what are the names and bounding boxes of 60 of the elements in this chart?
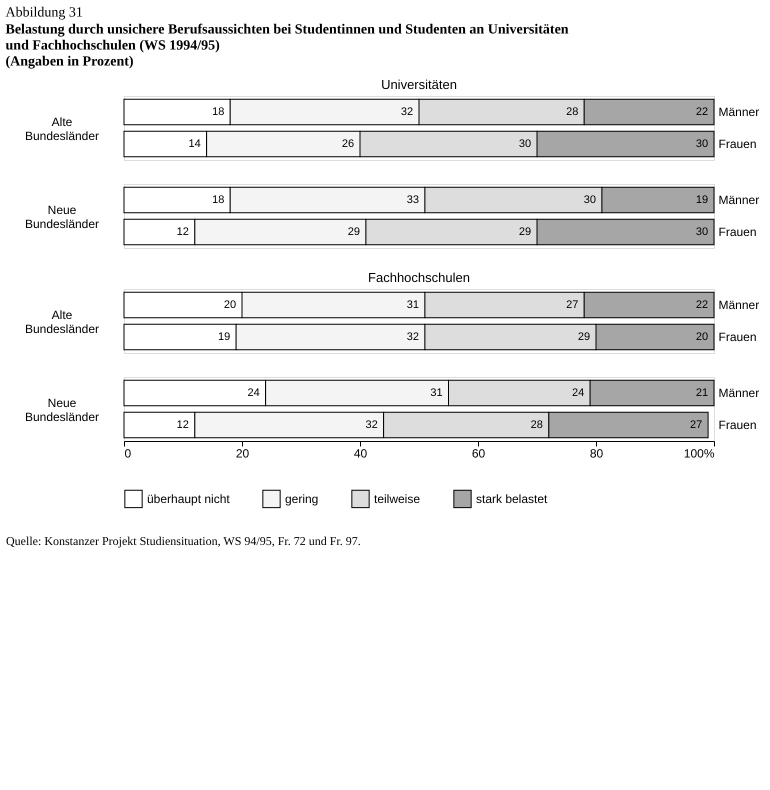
y-tick-label: Männer <box>718 105 760 119</box>
legend-label: gering <box>285 492 318 506</box>
data-label: 22 <box>696 299 708 311</box>
data-label: 29 <box>578 331 590 343</box>
chart-title: Fachhochschulen <box>368 270 470 285</box>
source-note: Quelle: Konstanzer Projekt Studiensituation, WS 94/95, Fr. 72 und Fr. 97. <box>6 534 361 548</box>
x-tick-label: 40 <box>354 446 368 460</box>
data-label: 31 <box>430 387 443 399</box>
data-label: 30 <box>696 138 708 150</box>
data-label: 27 <box>690 419 702 431</box>
y-tick-label: Männer <box>718 193 760 207</box>
data-label: 18 <box>212 106 224 118</box>
data-label: 12 <box>176 419 189 431</box>
data-label: 20 <box>696 331 708 343</box>
y-tick-label: Frauen <box>718 418 757 432</box>
data-label: 30 <box>584 194 596 206</box>
data-label: 29 <box>348 226 360 238</box>
y-axis-title: Neue Bundesländer <box>24 396 100 424</box>
data-label: 32 <box>400 106 414 118</box>
data-label: 28 <box>566 106 578 118</box>
x-tick-label: 60 <box>472 446 486 460</box>
data-label: 28 <box>530 419 543 431</box>
x-tick-label: 100% <box>684 446 715 460</box>
x-tick-label: 80 <box>590 446 604 460</box>
data-label: 26 <box>342 138 354 150</box>
data-label: 32 <box>365 419 378 431</box>
y-tick-label: Frauen <box>718 225 757 239</box>
data-label: 31 <box>406 299 420 311</box>
y-tick-label: Männer <box>718 298 760 312</box>
data-label: 20 <box>224 299 236 311</box>
y-axis-title: Alte Bundesländer <box>24 308 100 336</box>
data-label: 24 <box>247 387 260 399</box>
legend-label: überhaupt nicht <box>147 492 230 506</box>
data-label: 14 <box>188 138 201 150</box>
data-label: 19 <box>218 331 230 343</box>
data-label: 30 <box>518 138 532 150</box>
text: (Angaben in Prozent) <box>6 54 134 70</box>
legend-label: stark belastet <box>476 492 548 506</box>
data-label: 24 <box>572 387 584 399</box>
data-label: 22 <box>696 106 708 118</box>
data-label: 21 <box>696 387 708 399</box>
data-label: 19 <box>696 194 708 206</box>
data-label: 12 <box>176 226 189 238</box>
y-tick-label: Frauen <box>718 137 757 151</box>
legend-label: teilweise <box>374 492 420 506</box>
y-axis-title: Alte Bundesländer <box>24 115 100 143</box>
x-tick-label: 0 <box>124 446 132 460</box>
data-label: 18 <box>212 194 224 206</box>
x-tick-label: 20 <box>236 446 250 460</box>
data-label: 27 <box>566 299 578 311</box>
chart-title: Universitäten <box>381 77 457 92</box>
data-label: 29 <box>518 226 532 238</box>
data-label: 32 <box>406 331 420 343</box>
data-label: 33 <box>406 194 420 206</box>
y-axis-title: Neue Bundesländer <box>24 203 100 231</box>
text: Belastung durch unsichere Berufsaussichten bei Studentinnen und Studenten an Universitäten und Fachhochschulen (WS 1994/95) <box>6 22 569 54</box>
y-tick-label: Frauen <box>718 330 757 344</box>
text: Abbildung 31 <box>6 6 83 20</box>
data-label: 30 <box>696 226 708 238</box>
y-tick-label: Männer <box>718 386 760 400</box>
